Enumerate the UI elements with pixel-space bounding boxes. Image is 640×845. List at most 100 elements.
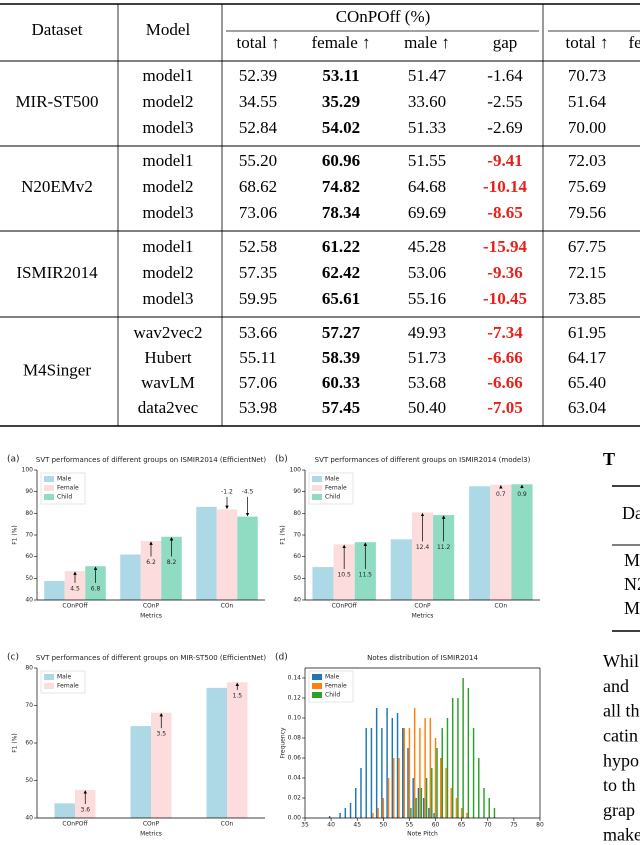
histogram-bar — [413, 708, 416, 818]
value-cell: 35.29 — [322, 92, 360, 111]
legend-swatch — [44, 494, 54, 500]
bar — [44, 580, 65, 600]
x-tick-label: COn — [221, 603, 234, 610]
y-tick-label: 70 — [293, 532, 301, 539]
histogram-bar — [431, 768, 433, 818]
value-cell: -7.34 — [487, 323, 523, 342]
y-tick-label: 0.08 — [288, 735, 302, 742]
y-tick-label: 80 — [25, 665, 33, 672]
histogram-bar — [387, 778, 390, 818]
bar — [196, 506, 217, 600]
histogram-bar — [396, 713, 399, 818]
value-cell: 55.11 — [239, 348, 277, 367]
histogram-bar — [433, 813, 435, 818]
y-tick-label: 50 — [25, 777, 33, 784]
bar — [433, 515, 455, 600]
histogram-bar — [349, 803, 352, 818]
histogram-bar — [493, 808, 496, 818]
model-cell: model3 — [143, 203, 194, 222]
panel-label: (b) — [275, 455, 288, 465]
dataset-cell: N20EMv2 — [21, 177, 93, 196]
x-axis-label: Note Pitch — [407, 831, 438, 838]
x-tick-label: 80 — [536, 822, 544, 829]
header-cell: Da — [622, 503, 640, 523]
value-cell: -9.36 — [487, 263, 522, 282]
value-cell: -7.05 — [487, 398, 522, 417]
histogram-bar — [344, 808, 347, 818]
histogram-bar — [422, 798, 425, 818]
y-tick-label: 90 — [25, 488, 33, 495]
histogram-bar — [445, 768, 447, 818]
model-cell: Hubert — [144, 348, 191, 367]
value-cell: -8.65 — [487, 203, 522, 222]
bar — [354, 542, 376, 600]
panel-label: (c) — [7, 653, 19, 663]
annotation: 10.5 — [337, 572, 351, 579]
value-cell: 49.93 — [408, 323, 446, 342]
bar — [490, 484, 512, 600]
legend-label: Child — [57, 494, 72, 501]
annotation: 3.5 — [156, 731, 166, 738]
x-tick-label: 55 — [406, 822, 414, 829]
bar — [64, 571, 86, 600]
annotation: 6.2 — [146, 559, 156, 566]
model-cell: data2vec — [138, 398, 199, 417]
bar — [411, 512, 434, 600]
histogram-bar — [377, 808, 379, 818]
chart: (a) SVT performances of different groups … — [7, 455, 266, 620]
header-cell: COnPOff (%) — [336, 7, 431, 26]
x-tick-label: COnPOff — [62, 821, 88, 828]
y-tick-label: 40 — [25, 597, 33, 604]
histogram-bar — [429, 718, 432, 818]
x-tick-label: 40 — [327, 822, 335, 829]
annotation: 1.5 — [232, 692, 242, 699]
value-cell: -1.64 — [487, 66, 523, 85]
annotation: 0.7 — [496, 491, 506, 498]
x-axis-label: Metrics — [140, 613, 162, 620]
histogram-bar — [466, 813, 468, 818]
value-cell: 59.95 — [239, 289, 277, 308]
annotation: 11.5 — [359, 572, 373, 579]
value-cell: 73.06 — [239, 203, 277, 222]
bar — [390, 539, 412, 600]
y-tick-label: 60 — [25, 740, 33, 747]
y-tick-label: 0.04 — [288, 775, 302, 782]
row-cell: N2 — [624, 574, 640, 594]
table-title: T — [603, 449, 615, 469]
histogram-bar — [483, 788, 485, 818]
chart-title: SVT performances of different groups on … — [36, 456, 267, 464]
bar — [206, 687, 227, 818]
value-cell: 54.02 — [322, 118, 360, 137]
value-cell: 60.96 — [322, 151, 360, 170]
y-tick-label: 70 — [25, 702, 33, 709]
y-tick-label: 0.12 — [288, 695, 302, 702]
histogram-bar — [451, 698, 454, 818]
value-cell: 52.84 — [239, 118, 278, 137]
histogram-bar — [339, 813, 341, 818]
annotation: -4.5 — [242, 488, 254, 495]
model-cell: model1 — [143, 151, 194, 170]
y-tick-label: 100 — [290, 467, 302, 474]
panel-label: (d) — [275, 653, 288, 663]
histogram-bar — [415, 798, 417, 818]
histogram-bar — [328, 816, 331, 818]
dataset-cell: MIR-ST500 — [15, 92, 98, 111]
value-cell: -10.45 — [483, 289, 527, 308]
value-cell: -9.41 — [487, 151, 522, 170]
value-cell: 57.06 — [239, 373, 277, 392]
y-tick-label: 90 — [293, 488, 301, 495]
histogram-bar — [410, 808, 412, 818]
histogram-bar — [402, 728, 404, 818]
annotation: 6.8 — [91, 585, 101, 592]
chart-title: SVT performances of different groups on … — [36, 654, 267, 662]
histogram-bar — [403, 728, 405, 818]
value-cell: 55.16 — [408, 289, 446, 308]
y-tick-label: 0.14 — [288, 675, 302, 682]
x-tick-label: COn — [221, 821, 234, 828]
annotation: 8.2 — [167, 559, 177, 566]
value-cell: 65.40 — [568, 373, 606, 392]
value-cell: 62.42 — [322, 263, 360, 282]
value-cell: 70.00 — [568, 118, 606, 137]
value-cell: 50.40 — [408, 398, 446, 417]
model-cell: model1 — [143, 237, 194, 256]
